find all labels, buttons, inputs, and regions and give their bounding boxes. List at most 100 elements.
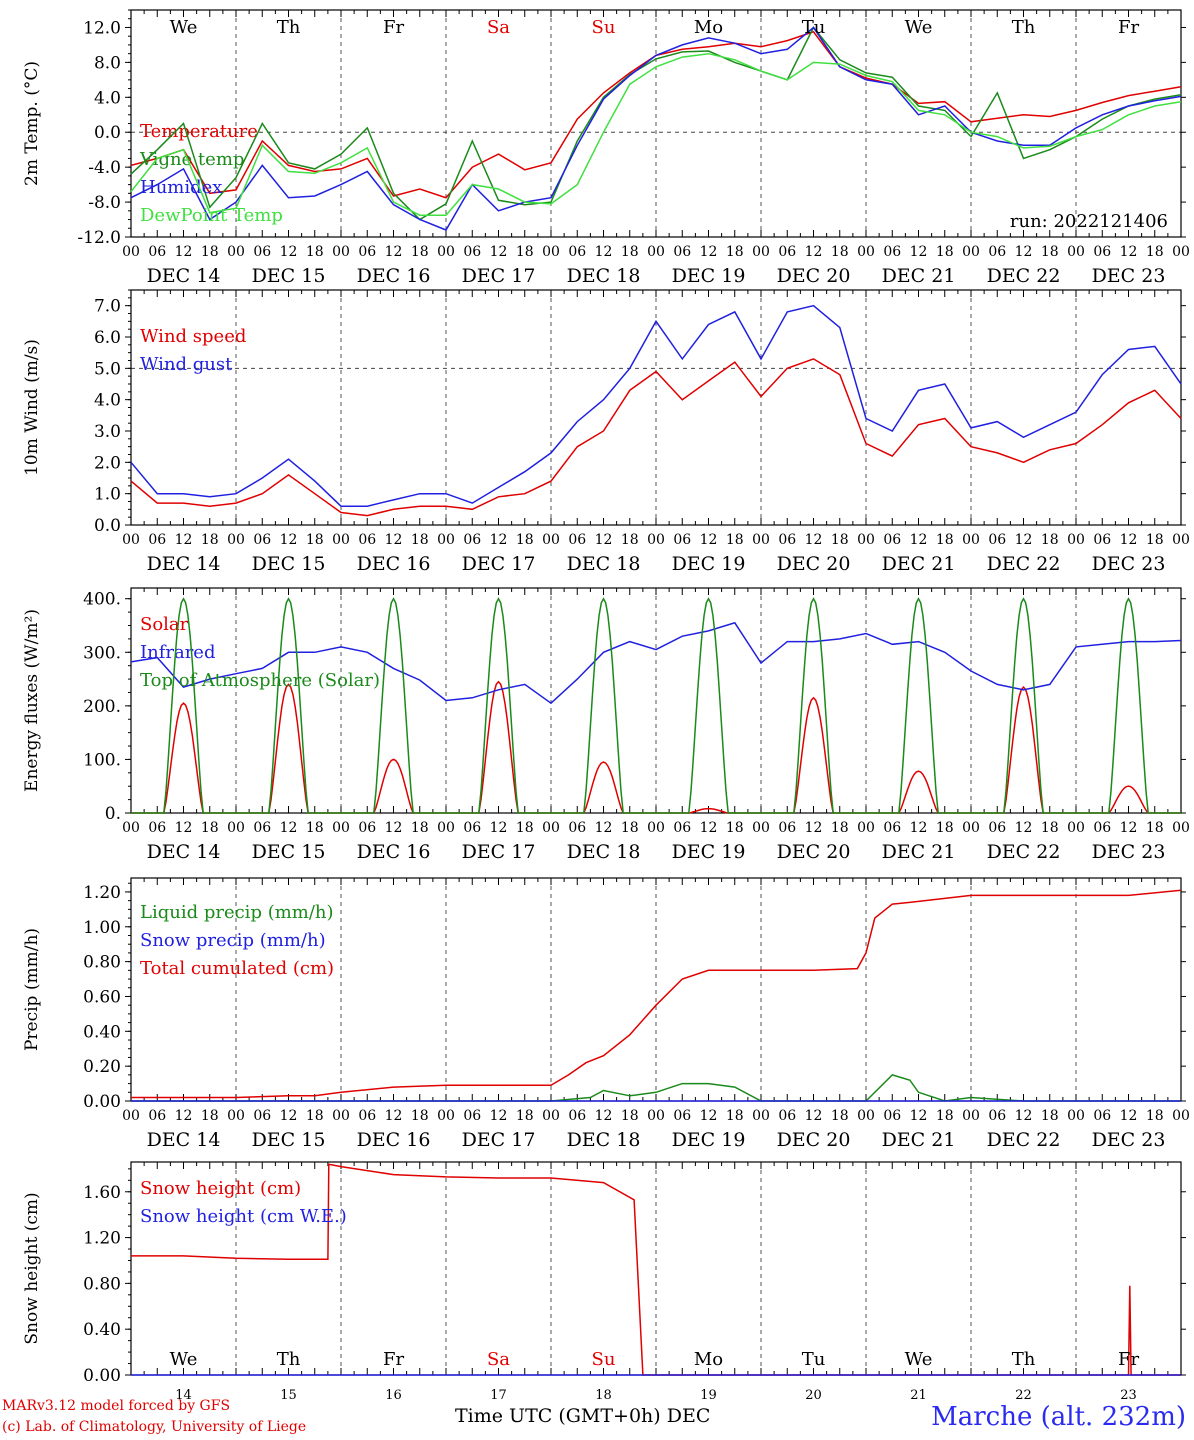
weekday-label: We: [170, 17, 198, 38]
hour-tick-label: 00: [857, 244, 875, 260]
hour-tick-label: 12: [1120, 244, 1138, 260]
hour-tick-label: 06: [1093, 1108, 1111, 1124]
weekday-label: Su: [592, 1349, 616, 1370]
hour-tick-label: 00: [752, 820, 770, 836]
y-tick-label: 0.80: [83, 1274, 121, 1294]
hour-tick-label: 18: [201, 1108, 219, 1124]
date-label: DEC 21: [882, 553, 956, 575]
hour-tick-label: 00: [332, 244, 350, 260]
model-credit: MARv3.12 model forced by GFS: [2, 1398, 231, 1414]
hour-tick-label: 00: [542, 244, 560, 260]
y-tick-label: 5.0: [94, 359, 121, 379]
hour-tick-label: 00: [1172, 1108, 1190, 1124]
date-label: DEC 20: [777, 553, 851, 575]
hour-tick-label: 18: [201, 244, 219, 260]
hour-tick-label: 18: [516, 820, 534, 836]
date-label: DEC 22: [987, 265, 1061, 287]
hour-tick-label: 06: [148, 820, 166, 836]
hour-tick-label: 06: [778, 1108, 796, 1124]
day-number-label: 20: [805, 1388, 822, 1403]
y-tick-label: 200.: [83, 697, 121, 717]
hour-tick-label: 18: [726, 820, 744, 836]
series-line-humidex: [130, 26, 1182, 231]
hour-tick-label: 12: [805, 820, 823, 836]
y-tick-label: 0.0: [94, 123, 121, 143]
hour-tick-label: 12: [280, 244, 298, 260]
y-tick-label: 0.00: [83, 1092, 121, 1112]
hour-tick-label: 00: [542, 1108, 560, 1124]
date-label: DEC 15: [252, 265, 326, 287]
station-name: Marche (alt. 232m): [931, 1402, 1186, 1432]
date-label: DEC 22: [987, 841, 1061, 863]
y-tick-label: 0.00: [83, 1366, 121, 1386]
y-tick-label: 1.20: [83, 883, 121, 903]
y-tick-label: 3.0: [94, 422, 121, 442]
y-axis-label: 2m Temp. (°C): [22, 61, 42, 186]
hour-tick-label: 00: [1172, 244, 1190, 260]
weekday-label: Su: [592, 17, 616, 38]
date-label: DEC 21: [882, 1129, 956, 1151]
hour-tick-label: 06: [778, 244, 796, 260]
hour-tick-label: 12: [910, 244, 928, 260]
hour-tick-label: 18: [1146, 244, 1164, 260]
y-tick-label: 8.0: [94, 53, 121, 73]
series-line-infrared: [130, 621, 1182, 705]
hour-tick-label: 18: [306, 820, 324, 836]
hour-tick-label: 06: [988, 244, 1006, 260]
hour-tick-label: 18: [621, 1108, 639, 1124]
date-label: DEC 20: [777, 265, 851, 287]
panel-1: 12.0 8.0 4.0 0.0 -4.0 -8.0 -12.0 2m Temp. (°C) T…: [22, 9, 1190, 287]
hour-tick-label: 18: [1146, 532, 1164, 548]
y-tick-label: 4.0: [94, 391, 121, 411]
date-label: DEC 16: [357, 553, 431, 575]
y-tick-label: 0.0: [94, 516, 121, 536]
date-label: DEC 14: [147, 1129, 221, 1151]
hour-tick-label: 12: [910, 820, 928, 836]
date-label: DEC 17: [462, 553, 536, 575]
legend-entry: Wind speed: [140, 326, 246, 347]
hour-tick-label: 00: [437, 820, 455, 836]
x-axis-title-text: Time UTC (GMT+0h): [455, 1405, 661, 1427]
weekday-label: Sa: [487, 17, 510, 38]
hour-tick-label: 06: [988, 820, 1006, 836]
date-label: DEC 18: [567, 553, 641, 575]
hour-tick-label: 12: [595, 532, 613, 548]
y-axis-label: Snow height (cm): [22, 1192, 42, 1344]
hour-tick-label: 06: [463, 820, 481, 836]
hour-tick-label: 18: [411, 532, 429, 548]
hour-tick-label: 18: [516, 532, 534, 548]
x-axis-month: DEC: [666, 1405, 711, 1427]
hour-tick-label: 06: [883, 532, 901, 548]
series-line-wind-gust: [130, 304, 1182, 507]
y-tick-label: 1.20: [83, 1229, 121, 1249]
hour-tick-label: 12: [490, 1108, 508, 1124]
hour-tick-label: 06: [463, 532, 481, 548]
hour-tick-label: 00: [437, 244, 455, 260]
panel-5: 1.60 1.20 0.80 0.40 0.00 Snow height (cm) Snow…: [22, 1161, 1186, 1403]
hour-tick-label: 12: [805, 532, 823, 548]
date-label: DEC 22: [987, 1129, 1061, 1151]
hour-tick-label: 00: [122, 1108, 140, 1124]
hour-tick-label: 18: [1041, 820, 1059, 836]
hour-tick-label: 12: [175, 1108, 193, 1124]
hour-tick-label: 00: [437, 532, 455, 548]
hour-tick-label: 12: [700, 244, 718, 260]
day-number-label: 19: [700, 1388, 717, 1403]
y-tick-label: 4.0: [94, 88, 121, 108]
hour-tick-label: 12: [805, 244, 823, 260]
hour-tick-label: 12: [385, 244, 403, 260]
hour-tick-label: 00: [227, 820, 245, 836]
date-label: DEC 14: [147, 553, 221, 575]
hour-tick-label: 06: [253, 820, 271, 836]
run-label: run: 2022121406: [1010, 211, 1168, 232]
day-number-label: 18: [595, 1388, 612, 1403]
legend-entry: Infrared: [140, 642, 215, 663]
hour-tick-label: 12: [910, 532, 928, 548]
hour-tick-label: 12: [1015, 820, 1033, 836]
y-tick-label: -12.0: [77, 228, 121, 248]
hour-tick-label: 12: [1120, 820, 1138, 836]
hour-tick-label: 12: [1120, 1108, 1138, 1124]
hour-tick-label: 06: [568, 1108, 586, 1124]
hour-tick-label: 06: [148, 1108, 166, 1124]
weekday-label: We: [905, 17, 933, 38]
